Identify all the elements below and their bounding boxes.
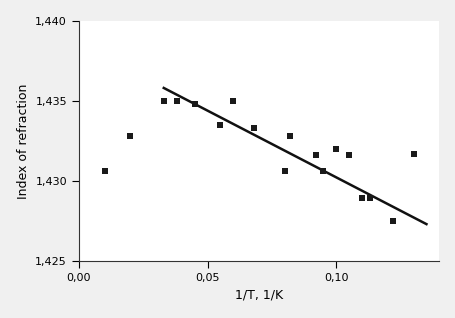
Point <box>216 122 223 127</box>
Point <box>101 169 108 174</box>
Point <box>191 101 198 107</box>
Point <box>160 98 167 103</box>
Point <box>311 153 318 158</box>
Point <box>229 98 237 103</box>
Point <box>286 134 293 139</box>
Point <box>332 146 339 151</box>
Y-axis label: Index of refraction: Index of refraction <box>17 83 30 198</box>
Point <box>281 169 288 174</box>
Point <box>319 169 326 174</box>
Point <box>409 151 416 156</box>
Point <box>358 196 365 201</box>
Point <box>365 196 373 201</box>
Point <box>250 126 257 131</box>
Point <box>345 153 352 158</box>
Point <box>126 134 134 139</box>
X-axis label: 1/T, 1/K: 1/T, 1/K <box>234 288 283 301</box>
Point <box>172 98 180 103</box>
Point <box>389 218 396 224</box>
